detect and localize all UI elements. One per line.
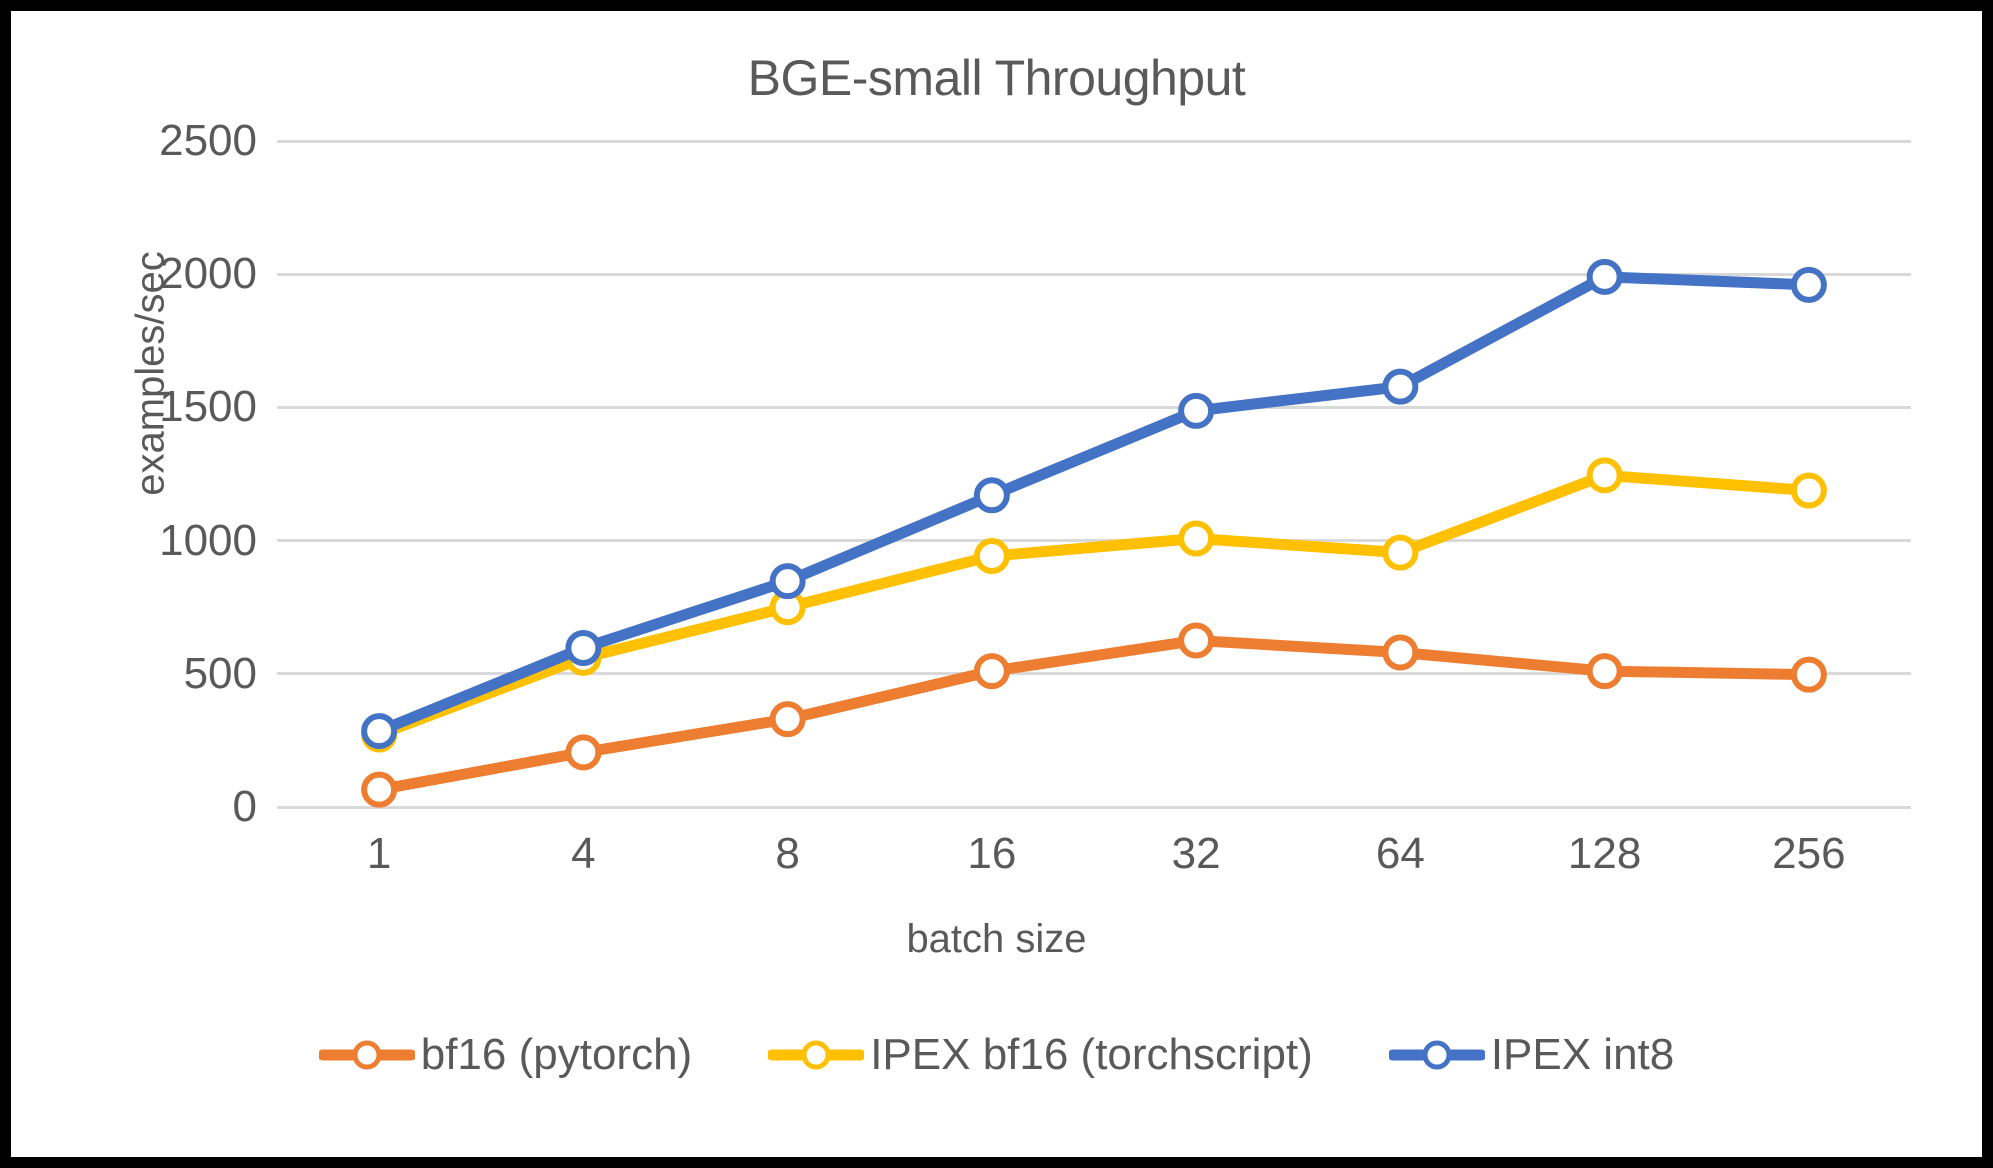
data-point-marker <box>1790 656 1827 693</box>
legend-label: bf16 (pytorch) <box>420 1030 693 1079</box>
data-point-marker <box>1586 457 1623 494</box>
gridline <box>277 539 1911 543</box>
data-point-marker <box>565 734 602 771</box>
x-axis-tick-label: 128 <box>1567 829 1642 878</box>
data-point-marker <box>769 563 806 600</box>
gridline <box>277 805 1911 809</box>
x-axis-tick-label: 32 <box>1171 829 1221 878</box>
line-path <box>373 469 1815 741</box>
y-axis-tick-label: 1000 <box>159 515 257 565</box>
line-path <box>373 271 1815 737</box>
legend-item-bf16-pytorch-[interactable]: bf16 (pytorch) <box>317 1030 693 1079</box>
series-line-ipex-bf16-torchscript- <box>361 457 1827 753</box>
legend-item-ipex-bf16-torchscript-[interactable]: IPEX bf16 (torchscript) <box>766 1030 1313 1079</box>
data-point-marker <box>1382 534 1419 571</box>
legend-marker-icon <box>317 1038 417 1072</box>
data-point-marker <box>973 538 1010 575</box>
data-point-marker <box>1178 392 1215 429</box>
chart-title: BGE-small Throughput <box>747 50 1246 106</box>
data-point-marker <box>1586 258 1623 295</box>
data-point-marker <box>973 653 1010 690</box>
gridline <box>277 272 1911 276</box>
gridline <box>277 672 1911 676</box>
legend-label: IPEX bf16 (torchscript) <box>870 1030 1313 1079</box>
data-point-marker <box>1586 653 1623 690</box>
plot-svg <box>361 258 1827 808</box>
chart-canvas: BGE-small Throughput examples/sec 0 500 10… <box>11 11 1982 1157</box>
data-point-marker <box>1382 368 1419 405</box>
data-point-marker <box>769 701 806 738</box>
x-axis-tick-label: 64 <box>1375 829 1425 878</box>
y-axis-tick-labels: 0 500 1000 1500 2000 2500 <box>87 116 257 831</box>
series-line-ipex-int8 <box>361 258 1827 750</box>
data-point-marker <box>361 713 398 750</box>
x-axis-tick-label: 256 <box>1772 829 1846 878</box>
x-axis-title: batch size <box>906 917 1087 961</box>
data-point-marker <box>361 771 398 808</box>
legend-item-ipex-int8[interactable]: IPEX int8 <box>1387 1030 1675 1079</box>
data-point-marker <box>1382 634 1419 671</box>
data-point-marker <box>973 477 1010 514</box>
y-axis-tick-label: 2500 <box>159 116 257 165</box>
data-point-marker <box>1790 266 1827 303</box>
legend-marker-icon <box>1387 1038 1487 1072</box>
y-axis-tick-label: 500 <box>183 648 257 698</box>
x-axis-tick-label: 4 <box>571 829 596 878</box>
x-axis-tick-label: 8 <box>775 829 800 878</box>
chart-legend: bf16 (pytorch) IPEX bf16 (torchscript) IPE… <box>11 1033 1982 1077</box>
plot-area <box>277 139 1911 809</box>
data-point-marker <box>1178 622 1215 659</box>
gridline <box>277 139 1911 143</box>
y-axis-tick-label: 1500 <box>159 382 257 432</box>
series-line-bf16-pytorch- <box>361 622 1827 808</box>
x-axis-tick-label: 1 <box>366 829 392 878</box>
legend-label: IPEX int8 <box>1490 1030 1675 1079</box>
data-point-marker <box>1178 520 1215 557</box>
data-point-marker <box>565 629 602 666</box>
line-path <box>373 635 1815 796</box>
y-axis-tick-label: 2000 <box>159 249 257 299</box>
x-axis-tick-labels: 1 4 8 16 32 64 128 256 <box>277 829 1911 899</box>
x-axis-tick-label: 16 <box>967 829 1017 878</box>
legend-marker-icon <box>766 1038 866 1072</box>
data-point-marker <box>1790 472 1827 509</box>
gridline <box>277 405 1911 409</box>
y-axis-tick-label: 0 <box>232 782 257 831</box>
